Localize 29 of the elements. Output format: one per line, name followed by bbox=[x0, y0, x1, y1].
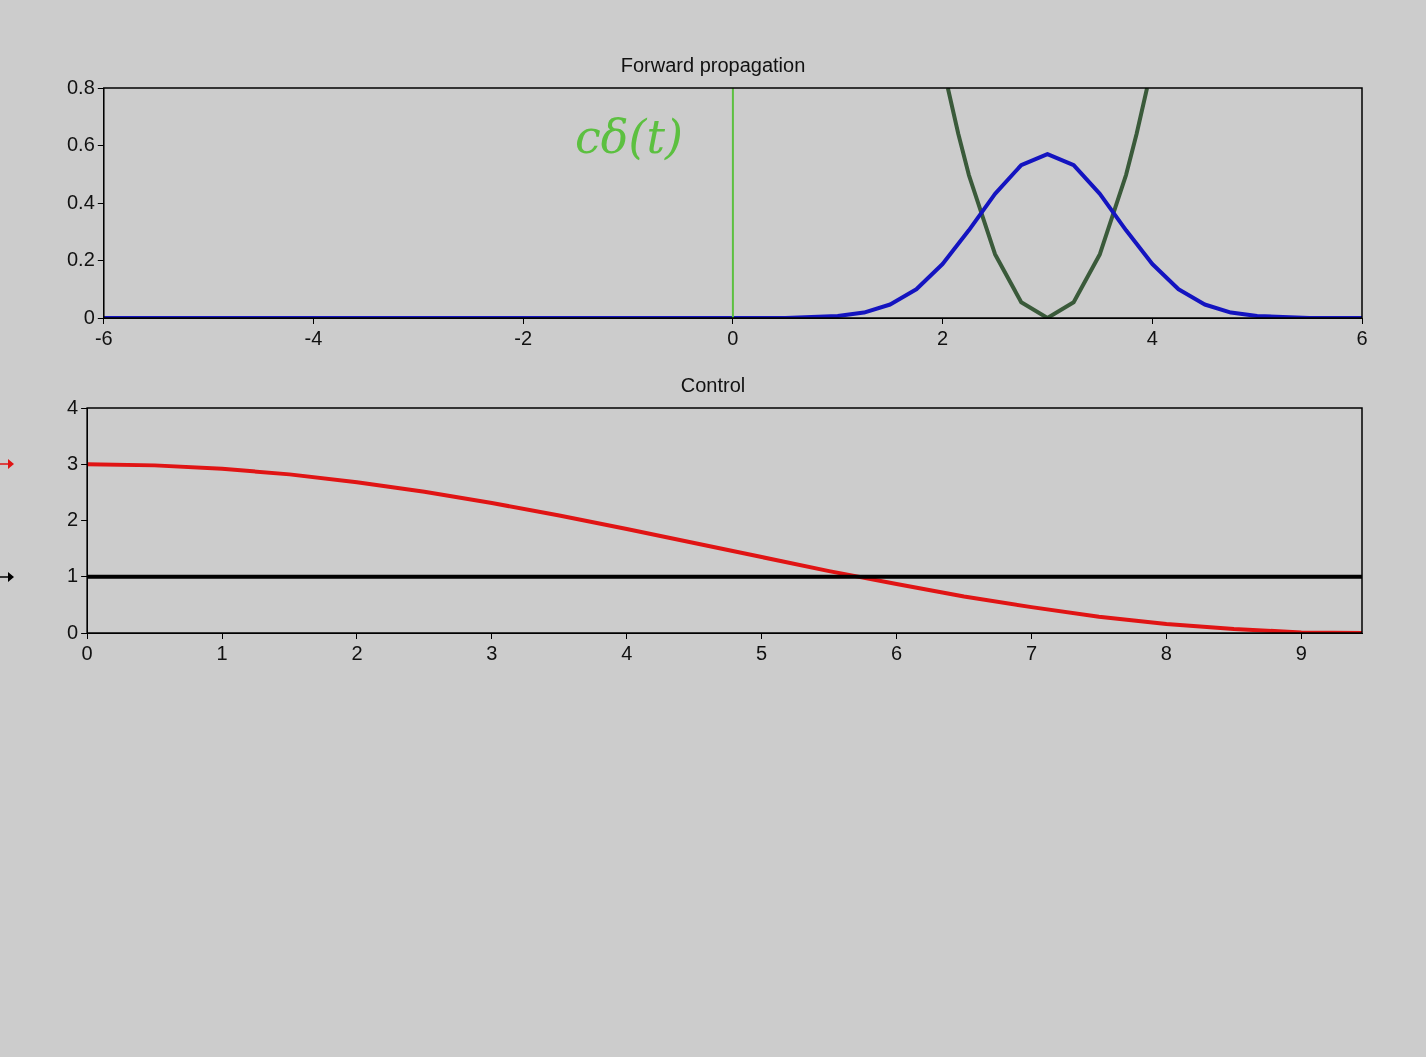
x-tick-label: -2 bbox=[514, 326, 533, 349]
x-tick-label: 2 bbox=[937, 326, 949, 349]
x-tick-label: 3 bbox=[486, 641, 498, 664]
x-tick-label: 2 bbox=[351, 641, 363, 664]
y-tick-label: 1 bbox=[67, 564, 79, 587]
x-tick-label: 7 bbox=[1025, 641, 1038, 664]
chart-title: Control bbox=[680, 373, 746, 396]
y-tick-label: 0 bbox=[83, 305, 95, 328]
y-tick-label: 2 bbox=[67, 508, 79, 531]
x-tick-label: 8 bbox=[1160, 641, 1172, 664]
y-tick-label: 0.2 bbox=[66, 248, 95, 271]
ref-line-label: cδ(t) bbox=[575, 109, 683, 164]
x-tick-label: 9 bbox=[1295, 641, 1307, 664]
x-tick-label: 6 bbox=[1356, 326, 1368, 349]
y-tick-label: 0 bbox=[67, 620, 79, 643]
y-tick-label: 0.6 bbox=[66, 133, 95, 156]
x-tick-label: 4 bbox=[1146, 326, 1158, 349]
x-tick-label: -4 bbox=[304, 326, 323, 349]
x-tick-label: 4 bbox=[621, 641, 633, 664]
x-tick-label: 5 bbox=[756, 641, 768, 664]
chart-title: Forward propagation bbox=[620, 53, 806, 76]
y-tick-label: 3 bbox=[67, 451, 79, 474]
x-tick-label: 0 bbox=[727, 326, 739, 349]
x-tick-label: -6 bbox=[94, 326, 113, 349]
x-tick-label: 6 bbox=[891, 641, 903, 664]
y-tick-label: 0.4 bbox=[66, 190, 95, 213]
y-tick-label: 4 bbox=[67, 395, 79, 418]
y-tick-label: 0.8 bbox=[66, 75, 95, 98]
x-tick-label: 1 bbox=[216, 641, 228, 664]
